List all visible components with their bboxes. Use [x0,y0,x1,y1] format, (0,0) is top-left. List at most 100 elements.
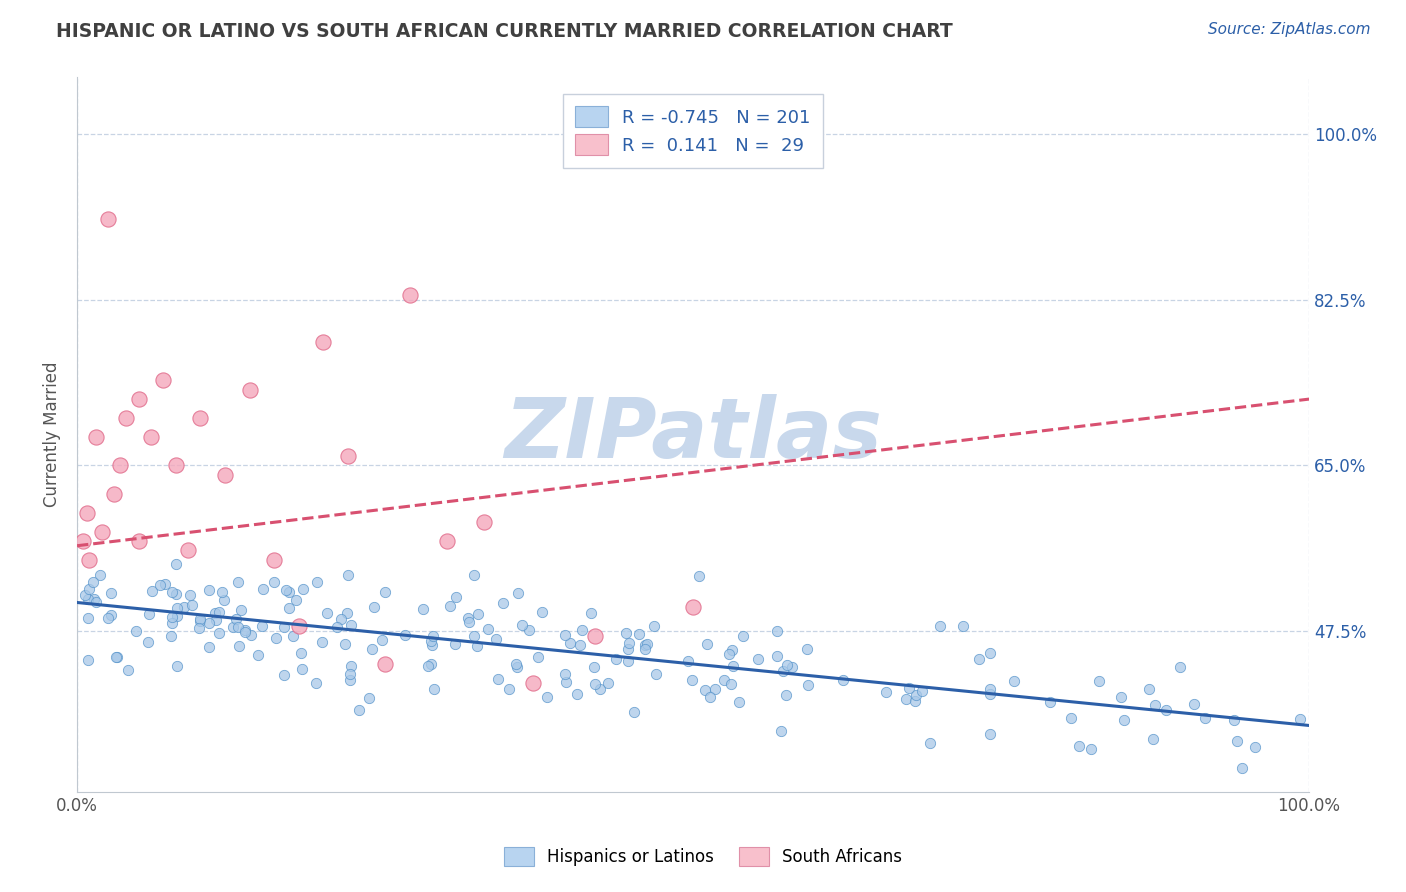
Point [128,534,150,549]
Point [928,619,950,633]
Point [77,582,100,597]
Point [623,706,645,720]
Point [100,607,122,622]
Point [1194,711,1216,725]
Point [166,659,188,673]
Point [177,543,200,558]
Point [360,642,382,657]
Point [273,668,295,682]
Point [89,567,111,582]
Point [832,673,855,687]
Point [627,627,650,641]
Point [644,667,666,681]
Point [1223,713,1246,727]
Point [394,628,416,642]
Point [583,629,606,643]
Point [277,601,299,615]
Point [565,687,588,701]
Point [374,585,396,599]
Point [770,723,793,738]
Point [214,467,236,482]
Point [510,618,533,632]
Point [330,612,353,626]
Point [208,626,231,640]
Point [676,654,699,668]
Point [727,695,749,709]
Point [713,673,735,688]
Point [1154,703,1177,717]
Point [979,646,1001,660]
Point [263,553,285,567]
Point [695,683,717,698]
Point [721,642,744,657]
Point [558,636,581,650]
Point [212,592,235,607]
Point [780,660,803,674]
Point [1168,660,1191,674]
Point [420,633,443,648]
Point [233,625,256,640]
Point [311,635,333,649]
Point [1142,731,1164,746]
Point [1039,695,1062,709]
Point [264,631,287,645]
Point [228,639,250,653]
Point [1111,690,1133,705]
Point [138,607,160,621]
Point [568,638,591,652]
Point [316,606,339,620]
Point [333,637,356,651]
Point [165,557,187,571]
Point [505,660,527,674]
Point [898,681,921,695]
Point [155,577,177,591]
Point [204,607,226,621]
Point [1112,713,1135,727]
Point [465,639,488,653]
Point [699,690,721,704]
Point [97,611,120,625]
Point [339,673,361,688]
Point [197,583,219,598]
Point [100,586,122,600]
Point [554,666,576,681]
Point [1244,739,1267,754]
Point [138,635,160,649]
Point [979,682,1001,697]
Point [1289,712,1312,726]
Point [188,411,211,425]
Point [1137,681,1160,696]
Point [555,674,578,689]
Point [374,657,396,671]
Point [918,736,941,750]
Point [412,602,434,616]
Point [766,624,789,638]
Point [166,609,188,624]
Point [1182,697,1205,711]
Point [1230,761,1253,775]
Point [485,632,508,646]
Point [492,597,515,611]
Point [339,667,361,681]
Point [517,623,540,637]
Point [124,624,146,639]
Point [904,689,927,703]
Point [605,652,627,666]
Point [312,335,335,350]
Point [340,618,363,632]
Point [436,534,458,549]
Point [531,605,554,619]
Point [239,383,262,397]
Point [179,588,201,602]
Point [688,568,710,582]
Point [77,611,100,625]
Point [681,673,703,687]
Text: HISPANIC OR LATINO VS SOUTH AFRICAN CURRENTLY MARRIED CORRELATION CHART: HISPANIC OR LATINO VS SOUTH AFRICAN CURR… [56,22,953,41]
Point [371,632,394,647]
Point [197,615,219,630]
Point [240,628,263,642]
Point [617,636,640,650]
Legend: R = -0.745   N = 201, R =  0.141   N =  29: R = -0.745 N = 201, R = 0.141 N = 29 [562,94,824,168]
Point [205,613,228,627]
Point [233,624,256,638]
